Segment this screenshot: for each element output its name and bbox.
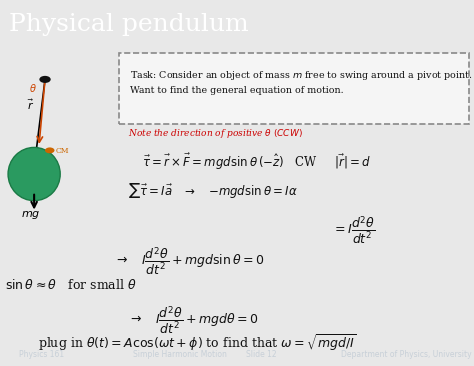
Text: $\rightarrow$   $I\dfrac{d^2\theta}{dt^2} + mgd\sin\theta = 0$: $\rightarrow$ $I\dfrac{d^2\theta}{dt^2} …: [114, 245, 264, 277]
FancyBboxPatch shape: [118, 53, 469, 124]
Circle shape: [45, 147, 55, 153]
Text: $\rightarrow$   $I\dfrac{d^2\theta}{dt^2} + mgd\theta = 0$: $\rightarrow$ $I\dfrac{d^2\theta}{dt^2} …: [128, 304, 258, 336]
Text: Physics 161: Physics 161: [19, 350, 64, 359]
Text: Simple Harmonic Motion: Simple Harmonic Motion: [133, 350, 227, 359]
Text: $\vec{r}$: $\vec{r}$: [27, 98, 34, 112]
Text: $\sum\vec{\tau} = I\vec{a}$   $\rightarrow$   $-mgd\sin\theta = I\alpha$: $\sum\vec{\tau} = I\vec{a}$ $\rightarrow…: [128, 182, 298, 201]
Text: $\sin\theta \approx \theta$   for small $\theta$: $\sin\theta \approx \theta$ for small $\…: [5, 277, 137, 292]
Ellipse shape: [8, 147, 60, 201]
Text: CM: CM: [56, 147, 69, 155]
Text: plug in $\theta(t) = A\cos(\omega t + \phi)$ to find that $\omega = \sqrt{mgd/I}: plug in $\theta(t) = A\cos(\omega t + \p…: [38, 332, 356, 353]
Text: $\theta$: $\theta$: [29, 82, 37, 94]
Text: Physical pendulum: Physical pendulum: [9, 13, 249, 36]
Text: $mg$: $mg$: [21, 209, 41, 221]
Text: $= I\dfrac{d^2\theta}{dt^2}$: $= I\dfrac{d^2\theta}{dt^2}$: [332, 214, 375, 246]
Text: Department of Physics, University of Arizona: Department of Physics, University of Ari…: [341, 350, 474, 359]
Text: $\vec{\tau} = \vec{r} \times \vec{F} = mgd\sin\theta\,(-\hat{z})$   CW     $|\ve: $\vec{\tau} = \vec{r} \times \vec{F} = m…: [142, 152, 371, 172]
Text: Note the direction of positive $\theta$ $(CCW)$: Note the direction of positive $\theta$ …: [128, 127, 303, 140]
Text: Slide 12: Slide 12: [246, 350, 277, 359]
Text: Task: Consider an object of mass $m$ free to swing around a pivot point.
Want to: Task: Consider an object of mass $m$ fre…: [130, 69, 473, 94]
Circle shape: [39, 76, 51, 83]
